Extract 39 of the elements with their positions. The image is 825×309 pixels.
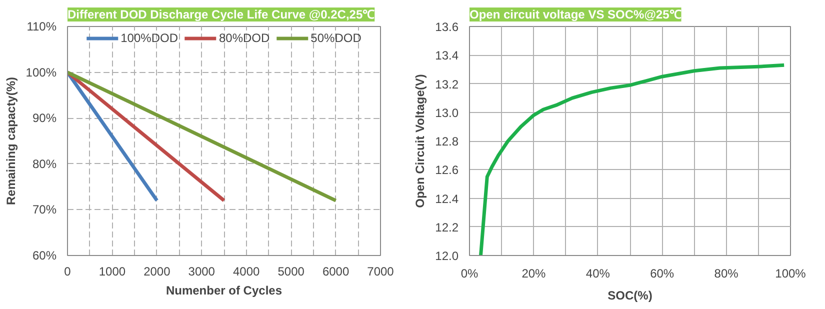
y-tick-label: 13.0 xyxy=(435,106,459,120)
x-axis-title: Numenber of Cycles xyxy=(166,284,282,298)
y-axis-title: Open Circuit Voltage(V) xyxy=(413,74,428,208)
x-tick-label: 4000 xyxy=(233,264,260,278)
chart-title: Open circuit voltage VS SOC%@25℃ xyxy=(470,8,682,22)
y-tick-label: 12.4 xyxy=(435,192,459,206)
y-tick-label: 90% xyxy=(32,111,57,126)
x-tick-label: 7000 xyxy=(367,264,394,278)
x-tick-label: 20% xyxy=(522,266,546,280)
x-tick-label: 3000 xyxy=(188,264,216,278)
y-tick-label: 80% xyxy=(32,156,57,171)
y-tick-label: 70% xyxy=(32,202,57,217)
x-tick-label: 40% xyxy=(586,266,610,280)
y-axis-title: Remaining capacty(%) xyxy=(4,76,18,206)
legend-label: 80%DOD xyxy=(218,31,270,45)
y-tick-label: 110% xyxy=(26,20,57,34)
x-tick-label: 80% xyxy=(714,266,739,280)
chart-title: Different DOD Discharge Cycle Life Curve @0.2C,25℃ xyxy=(68,8,375,22)
line-series xyxy=(478,63,786,256)
y-tick-label: 12.0 xyxy=(435,249,459,263)
legend-label: 100%DOD xyxy=(120,31,178,45)
x-tick-label: 60% xyxy=(650,266,674,280)
x-tick-label: 6000 xyxy=(322,264,350,278)
x-tick-label: 0% xyxy=(460,266,478,280)
y-tick-label: 13.4 xyxy=(435,48,459,63)
y-tick-label: 13.2 xyxy=(435,77,459,92)
x-tick-label: 0 xyxy=(64,264,72,278)
y-tick-label: 12.8 xyxy=(435,134,459,148)
legend-label: 50%DOD xyxy=(310,31,362,45)
y-tick-label: 60% xyxy=(32,248,57,262)
x-tick-label: 2000 xyxy=(144,264,171,278)
y-tick-label: 12.6 xyxy=(435,163,459,178)
x-tick-label: 5000 xyxy=(278,264,305,278)
x-tick-label: 1000 xyxy=(98,264,126,278)
y-tick-label: 100% xyxy=(26,65,57,80)
y-tick-label: 13.6 xyxy=(435,20,459,34)
x-tick-label: 100% xyxy=(775,266,806,280)
x-axis-title: SOC(%) xyxy=(608,288,652,302)
y-tick-label: 12.2 xyxy=(435,220,459,234)
